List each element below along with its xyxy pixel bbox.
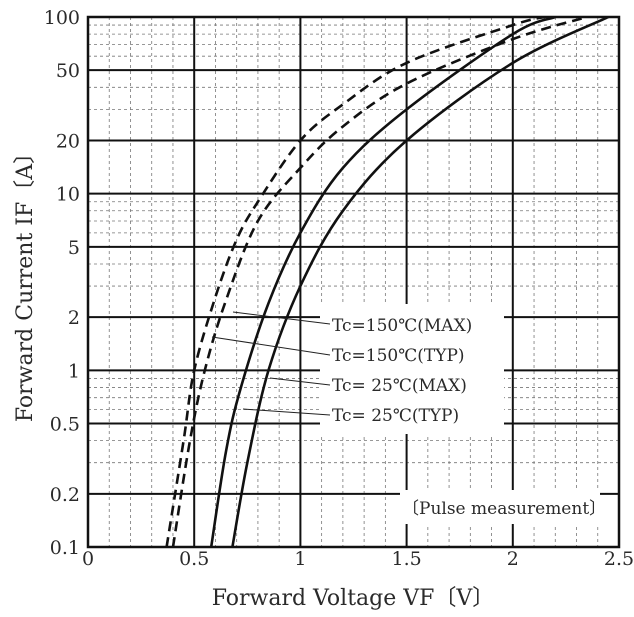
legend-label-25-max: Tc= 25℃(MAX)	[332, 376, 467, 396]
legend-label-150-max: Tc=150℃(MAX)	[332, 316, 472, 336]
legend-label-150-typ: Tc=150℃(TYP)	[332, 346, 465, 366]
y-axis-title: Forward Current IF〔A〕	[13, 142, 38, 422]
y-tick-label: 100	[44, 7, 80, 29]
x-tick-label: 0	[82, 548, 94, 570]
x-tick-label: 1	[294, 548, 306, 570]
y-tick-label: 5	[68, 237, 80, 259]
y-tick-label: 2	[68, 307, 80, 329]
x-tick-label: 2.5	[604, 548, 634, 570]
y-tick-label: 0.5	[50, 414, 80, 436]
y-tick-label: 0.1	[50, 537, 80, 559]
x-tick-label: 1.5	[391, 548, 421, 570]
x-tick-label: 2	[507, 548, 519, 570]
y-tick-label: 20	[56, 130, 80, 152]
pulse-measurement-text: 〔Pulse measurement〕	[402, 499, 606, 519]
y-tick-label: 10	[56, 184, 80, 206]
y-tick-label: 1	[68, 360, 80, 382]
legend-label-25-typ: Tc= 25℃(TYP)	[332, 406, 459, 426]
y-tick-label: 0.2	[50, 484, 80, 506]
x-axis-title: Forward Voltage VF〔V〕	[212, 586, 495, 611]
y-tick-label: 50	[56, 60, 80, 82]
pulse-measurement-note: 〔Pulse measurement〕	[400, 490, 606, 524]
x-tick-label: 0.5	[179, 548, 209, 570]
